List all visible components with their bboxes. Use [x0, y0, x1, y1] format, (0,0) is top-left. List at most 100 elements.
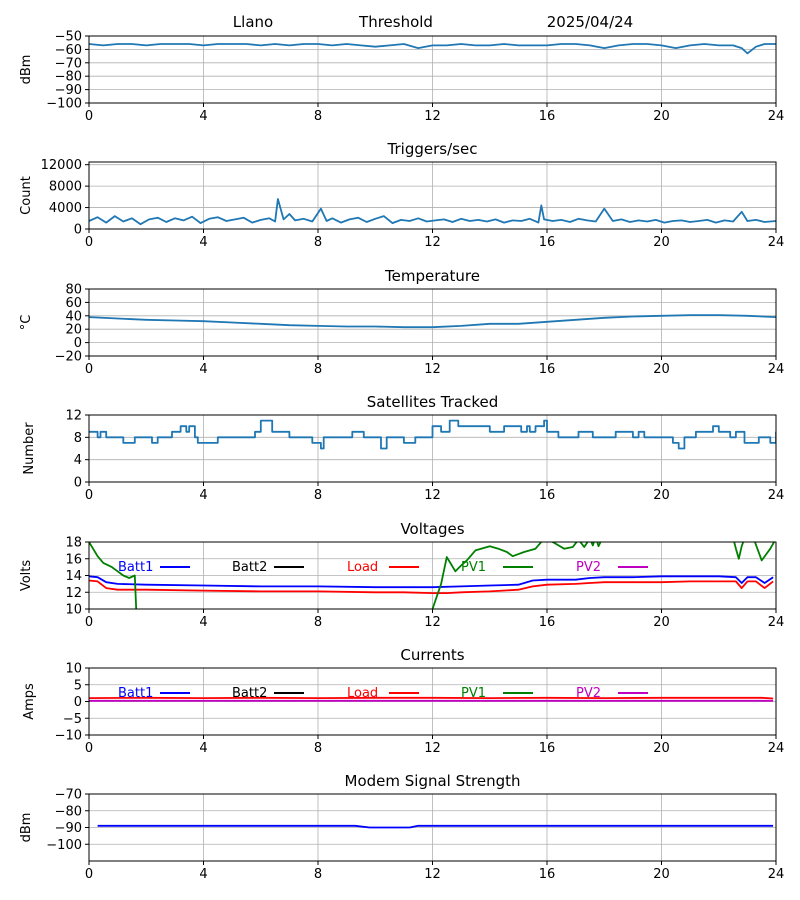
y-tick-label: 0 [74, 476, 82, 491]
legend-label: PV2 [576, 686, 601, 701]
y-tick-label: 12 [65, 586, 82, 601]
y-tick-label: −80 [55, 70, 82, 85]
y-tick-label: 0 [74, 336, 82, 351]
legend-label: PV1 [461, 560, 486, 575]
x-tick-label: 8 [314, 488, 322, 503]
x-tick-label: 16 [539, 867, 556, 882]
legend-label: Batt1 [118, 686, 153, 701]
x-tick-label: 16 [539, 615, 556, 630]
legend-label: Load [347, 686, 378, 701]
legend-label: Batt2 [232, 560, 267, 575]
series-line-batt1 [89, 575, 774, 589]
x-tick-label: 12 [424, 615, 441, 630]
legend-label: PV1 [461, 686, 486, 701]
x-tick-label: 20 [653, 235, 670, 250]
series-line-pv1 [431, 542, 602, 609]
legend-label: Batt2 [232, 686, 267, 701]
x-tick-label: 12 [424, 235, 441, 250]
x-tick-label: 20 [653, 615, 670, 630]
y-axis-label: °C [19, 315, 34, 331]
series-line-pv1 [89, 542, 138, 609]
x-tick-label: 4 [199, 488, 207, 503]
y-tick-label: −80 [55, 804, 82, 819]
x-tick-label: 8 [314, 741, 322, 756]
y-tick-label: −100 [46, 97, 82, 112]
y-tick-label: −90 [55, 83, 82, 98]
x-tick-label: 16 [539, 362, 556, 377]
header-station: Llano [233, 13, 273, 31]
legend-label: Load [347, 560, 378, 575]
x-tick-label: 0 [85, 488, 93, 503]
y-axis-label: Number [22, 422, 37, 475]
series-line [89, 43, 776, 55]
chart-title: Triggers/sec [387, 140, 478, 158]
x-tick-label: 20 [653, 741, 670, 756]
y-tick-label: −70 [55, 56, 82, 71]
y-tick-label: −5 [63, 712, 82, 727]
y-tick-label: 40 [65, 309, 82, 324]
header-date: 2025/04/24 [547, 13, 633, 31]
x-tick-label: 20 [653, 109, 670, 124]
panel-modem: 0 4 8 12 16 20 24 −100 −90 −80−70 Modem Signal Str… [19, 772, 784, 882]
y-tick-label: −10 [55, 729, 82, 744]
y-tick-label: 10 [65, 662, 82, 677]
x-tick-label: 12 [424, 867, 441, 882]
x-tick-label: 24 [768, 741, 785, 756]
series-line [97, 824, 774, 829]
x-tick-label: 24 [768, 362, 785, 377]
y-tick-label: 10 [65, 603, 82, 618]
panel-triggers: 0 4 8 12 16 20 24 0 4000 8000 12000 Triggers/sec Cou… [19, 140, 784, 250]
y-axis-label: Volts [19, 560, 34, 592]
x-tick-label: 0 [85, 362, 93, 377]
x-tick-label: 12 [424, 741, 441, 756]
legend-label: PV2 [576, 560, 601, 575]
x-tick-label: 4 [199, 362, 207, 377]
y-axis-label: dBm [19, 813, 34, 843]
x-tick-label: 24 [768, 615, 785, 630]
y-tick-label: −70 [55, 788, 82, 803]
x-tick-label: 0 [85, 109, 93, 124]
y-tick-label: 4 [74, 453, 82, 468]
x-tick-label: 4 [199, 867, 207, 882]
series-line-pv1 [733, 542, 776, 562]
x-tick-label: 8 [314, 235, 322, 250]
x-tick-label: 8 [314, 109, 322, 124]
series-line-load [89, 696, 774, 700]
y-tick-label: −90 [55, 821, 82, 836]
x-tick-label: 16 [539, 235, 556, 250]
y-tick-label: 80 [65, 283, 82, 298]
chart-title: Currents [400, 646, 464, 664]
y-tick-label: −20 [55, 350, 82, 365]
x-tick-label: 20 [653, 867, 670, 882]
y-tick-label: 20 [65, 323, 82, 338]
series-line [89, 198, 776, 226]
y-tick-label: 4000 [49, 201, 82, 216]
panel-satellites: 0 4 8 12 16 20 24 0 4 8 12 Satellites Tracked Number [22, 393, 784, 503]
y-tick-label: 12000 [41, 158, 82, 173]
y-tick-label: 16 [65, 552, 82, 567]
y-tick-label: 60 [65, 296, 82, 311]
chart-title: Voltages [400, 520, 464, 538]
legend-label: Batt1 [118, 560, 153, 575]
chart-title: Satellites Tracked [367, 393, 498, 411]
y-axis-label: Amps [22, 683, 37, 720]
x-tick-label: 0 [85, 235, 93, 250]
chart-title: Modem Signal Strength [345, 772, 521, 790]
y-tick-label: 5 [74, 678, 82, 693]
x-tick-label: 24 [768, 235, 785, 250]
x-tick-label: 24 [768, 109, 785, 124]
series-line [89, 419, 776, 450]
x-tick-label: 20 [653, 362, 670, 377]
x-tick-label: 4 [199, 615, 207, 630]
x-tick-label: 0 [85, 615, 93, 630]
y-tick-label: 18 [65, 536, 82, 551]
x-tick-label: 4 [199, 235, 207, 250]
y-tick-label: −50 [55, 30, 82, 45]
x-tick-label: 8 [314, 362, 322, 377]
x-tick-label: 4 [199, 109, 207, 124]
y-tick-label: 8000 [49, 180, 82, 195]
y-tick-label: 0 [74, 695, 82, 710]
